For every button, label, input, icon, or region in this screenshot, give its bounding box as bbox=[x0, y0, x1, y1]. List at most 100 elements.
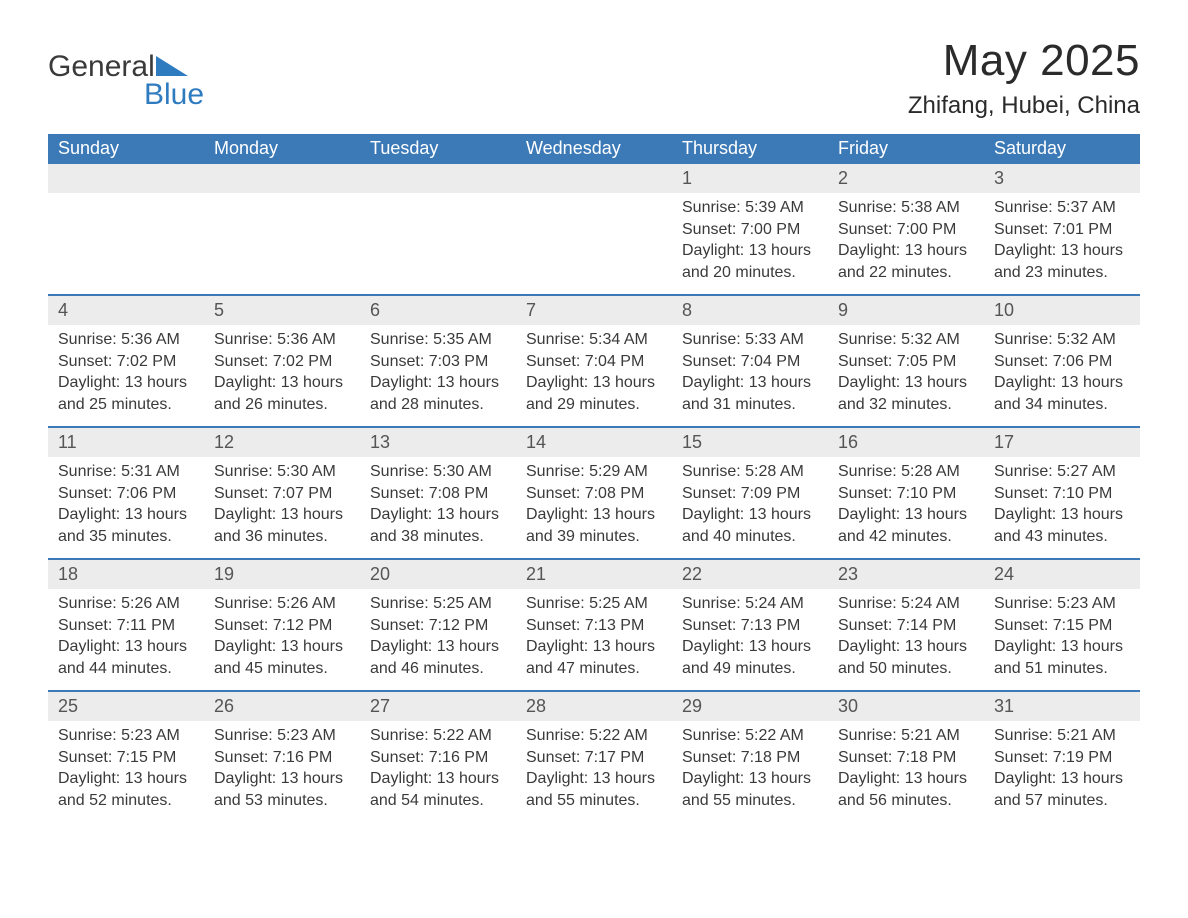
day-number: 11 bbox=[48, 428, 204, 457]
day-number: 15 bbox=[672, 428, 828, 457]
day-number: 31 bbox=[984, 692, 1140, 721]
sunrise-line: Sunrise: 5:25 AM bbox=[370, 593, 506, 615]
sunset-line: Sunset: 7:05 PM bbox=[838, 351, 974, 373]
generalblue-logo-icon: General Blue bbox=[48, 46, 218, 116]
day-number: 4 bbox=[48, 296, 204, 325]
day-info: Sunrise: 5:23 AMSunset: 7:15 PMDaylight:… bbox=[48, 725, 204, 811]
daylight-line: Daylight: 13 hours and 32 minutes. bbox=[838, 372, 974, 415]
day-number: 22 bbox=[672, 560, 828, 589]
calendar-day-cell: 12Sunrise: 5:30 AMSunset: 7:07 PMDayligh… bbox=[204, 428, 360, 558]
day-info: Sunrise: 5:33 AMSunset: 7:04 PMDaylight:… bbox=[672, 329, 828, 415]
day-info: Sunrise: 5:21 AMSunset: 7:19 PMDaylight:… bbox=[984, 725, 1140, 811]
sunset-line: Sunset: 7:12 PM bbox=[370, 615, 506, 637]
calendar-day-cell: 1Sunrise: 5:39 AMSunset: 7:00 PMDaylight… bbox=[672, 164, 828, 294]
sunset-line: Sunset: 7:00 PM bbox=[682, 219, 818, 241]
weekday-header-cell: Monday bbox=[204, 134, 360, 164]
day-number: 9 bbox=[828, 296, 984, 325]
day-info: Sunrise: 5:39 AMSunset: 7:00 PMDaylight:… bbox=[672, 197, 828, 283]
logo-word-general: General bbox=[48, 50, 155, 83]
day-number: 16 bbox=[828, 428, 984, 457]
sunset-line: Sunset: 7:04 PM bbox=[682, 351, 818, 373]
day-info: Sunrise: 5:28 AMSunset: 7:09 PMDaylight:… bbox=[672, 461, 828, 547]
day-info: Sunrise: 5:23 AMSunset: 7:15 PMDaylight:… bbox=[984, 593, 1140, 679]
day-number: 13 bbox=[360, 428, 516, 457]
daylight-line: Daylight: 13 hours and 40 minutes. bbox=[682, 504, 818, 547]
sunset-line: Sunset: 7:17 PM bbox=[526, 747, 662, 769]
logo-word-blue: Blue bbox=[144, 78, 204, 111]
sunset-line: Sunset: 7:11 PM bbox=[58, 615, 194, 637]
day-info: Sunrise: 5:30 AMSunset: 7:07 PMDaylight:… bbox=[204, 461, 360, 547]
day-info: Sunrise: 5:23 AMSunset: 7:16 PMDaylight:… bbox=[204, 725, 360, 811]
day-number: 2 bbox=[828, 164, 984, 193]
day-number: 14 bbox=[516, 428, 672, 457]
daylight-line: Daylight: 13 hours and 20 minutes. bbox=[682, 240, 818, 283]
sunrise-line: Sunrise: 5:23 AM bbox=[214, 725, 350, 747]
day-number: 29 bbox=[672, 692, 828, 721]
calendar-table: SundayMondayTuesdayWednesdayThursdayFrid… bbox=[48, 134, 1140, 822]
sunrise-line: Sunrise: 5:22 AM bbox=[682, 725, 818, 747]
weekday-header-cell: Sunday bbox=[48, 134, 204, 164]
day-info: Sunrise: 5:36 AMSunset: 7:02 PMDaylight:… bbox=[204, 329, 360, 415]
daylight-line: Daylight: 13 hours and 36 minutes. bbox=[214, 504, 350, 547]
day-info: Sunrise: 5:37 AMSunset: 7:01 PMDaylight:… bbox=[984, 197, 1140, 283]
day-info: Sunrise: 5:35 AMSunset: 7:03 PMDaylight:… bbox=[360, 329, 516, 415]
sunrise-line: Sunrise: 5:29 AM bbox=[526, 461, 662, 483]
day-number: 7 bbox=[516, 296, 672, 325]
day-number: 24 bbox=[984, 560, 1140, 589]
calendar-day-cell: 4Sunrise: 5:36 AMSunset: 7:02 PMDaylight… bbox=[48, 296, 204, 426]
brand-logo: General Blue bbox=[48, 46, 218, 116]
daylight-line: Daylight: 13 hours and 39 minutes. bbox=[526, 504, 662, 547]
sunset-line: Sunset: 7:07 PM bbox=[214, 483, 350, 505]
sunrise-line: Sunrise: 5:38 AM bbox=[838, 197, 974, 219]
daylight-line: Daylight: 13 hours and 44 minutes. bbox=[58, 636, 194, 679]
calendar-day-cell: 25Sunrise: 5:23 AMSunset: 7:15 PMDayligh… bbox=[48, 692, 204, 822]
sunrise-line: Sunrise: 5:27 AM bbox=[994, 461, 1130, 483]
calendar-day-cell: 14 Sunrise: 5:29 AMSunset: 7:08 PMDayligh… bbox=[516, 428, 672, 558]
day-info: Sunrise: 5:29 AMSunset: 7:08 PMDaylight:… bbox=[516, 461, 672, 547]
calendar-day-cell: 27Sunrise: 5:22 AMSunset: 7:16 PMDayligh… bbox=[360, 692, 516, 822]
sunset-line: Sunset: 7:08 PM bbox=[370, 483, 506, 505]
sunrise-line: Sunrise: 5:22 AM bbox=[526, 725, 662, 747]
day-number: 23 bbox=[828, 560, 984, 589]
sunrise-line: Sunrise: 5:26 AM bbox=[58, 593, 194, 615]
sunrise-line: Sunrise: 5:36 AM bbox=[214, 329, 350, 351]
daylight-line: Daylight: 13 hours and 50 minutes. bbox=[838, 636, 974, 679]
sunrise-line: Sunrise: 5:37 AM bbox=[994, 197, 1130, 219]
day-number: 3 bbox=[984, 164, 1140, 193]
day-number: 10 bbox=[984, 296, 1140, 325]
day-info: Sunrise: 5:32 AMSunset: 7:06 PMDaylight:… bbox=[984, 329, 1140, 415]
weekday-header-row: SundayMondayTuesdayWednesdayThursdayFrid… bbox=[48, 134, 1140, 164]
sunrise-line: Sunrise: 5:21 AM bbox=[994, 725, 1130, 747]
sunrise-line: Sunrise: 5:36 AM bbox=[58, 329, 194, 351]
day-info: Sunrise: 5:34 AMSunset: 7:04 PMDaylight:… bbox=[516, 329, 672, 415]
calendar-day-cell: 24 Sunrise: 5:23 AMSunset: 7:15 PMDayligh… bbox=[984, 560, 1140, 690]
calendar-day-cell: 13Sunrise: 5:30 AMSunset: 7:08 PMDayligh… bbox=[360, 428, 516, 558]
sunrise-line: Sunrise: 5:23 AM bbox=[58, 725, 194, 747]
day-number: 30 bbox=[828, 692, 984, 721]
sunset-line: Sunset: 7:03 PM bbox=[370, 351, 506, 373]
calendar-day-cell: 8Sunrise: 5:33 AMSunset: 7:04 PMDaylight… bbox=[672, 296, 828, 426]
day-number: 18 bbox=[48, 560, 204, 589]
calendar-day-cell: 3 Sunrise: 5:37 AMSunset: 7:01 PMDaylight… bbox=[984, 164, 1140, 294]
calendar-day-cell: . bbox=[360, 164, 516, 294]
sunrise-line: Sunrise: 5:28 AM bbox=[682, 461, 818, 483]
calendar-day-cell: 10 Sunrise: 5:32 AMSunset: 7:06 PMDayligh… bbox=[984, 296, 1140, 426]
day-info: Sunrise: 5:26 AMSunset: 7:12 PMDaylight:… bbox=[204, 593, 360, 679]
sunrise-line: Sunrise: 5:32 AM bbox=[838, 329, 974, 351]
daylight-line: Daylight: 13 hours and 22 minutes. bbox=[838, 240, 974, 283]
calendar-week-row: 4Sunrise: 5:36 AMSunset: 7:02 PMDaylight… bbox=[48, 294, 1140, 426]
daylight-line: Daylight: 13 hours and 25 minutes. bbox=[58, 372, 194, 415]
day-info: Sunrise: 5:38 AMSunset: 7:00 PMDaylight:… bbox=[828, 197, 984, 283]
day-info: Sunrise: 5:21 AMSunset: 7:18 PMDaylight:… bbox=[828, 725, 984, 811]
sunset-line: Sunset: 7:18 PM bbox=[682, 747, 818, 769]
calendar-day-cell: 29Sunrise: 5:22 AMSunset: 7:18 PMDayligh… bbox=[672, 692, 828, 822]
header-row: General Blue May 2025 Zhifang, Hubei, Ch… bbox=[48, 28, 1140, 120]
daylight-line: Daylight: 13 hours and 31 minutes. bbox=[682, 372, 818, 415]
month-title: May 2025 bbox=[908, 36, 1140, 86]
weekday-header-cell: Saturday bbox=[984, 134, 1140, 164]
calendar-day-cell: 16Sunrise: 5:28 AMSunset: 7:10 PMDayligh… bbox=[828, 428, 984, 558]
weekday-header-cell: Tuesday bbox=[360, 134, 516, 164]
day-info: Sunrise: 5:31 AMSunset: 7:06 PMDaylight:… bbox=[48, 461, 204, 547]
day-number: 5 bbox=[204, 296, 360, 325]
sunset-line: Sunset: 7:09 PM bbox=[682, 483, 818, 505]
